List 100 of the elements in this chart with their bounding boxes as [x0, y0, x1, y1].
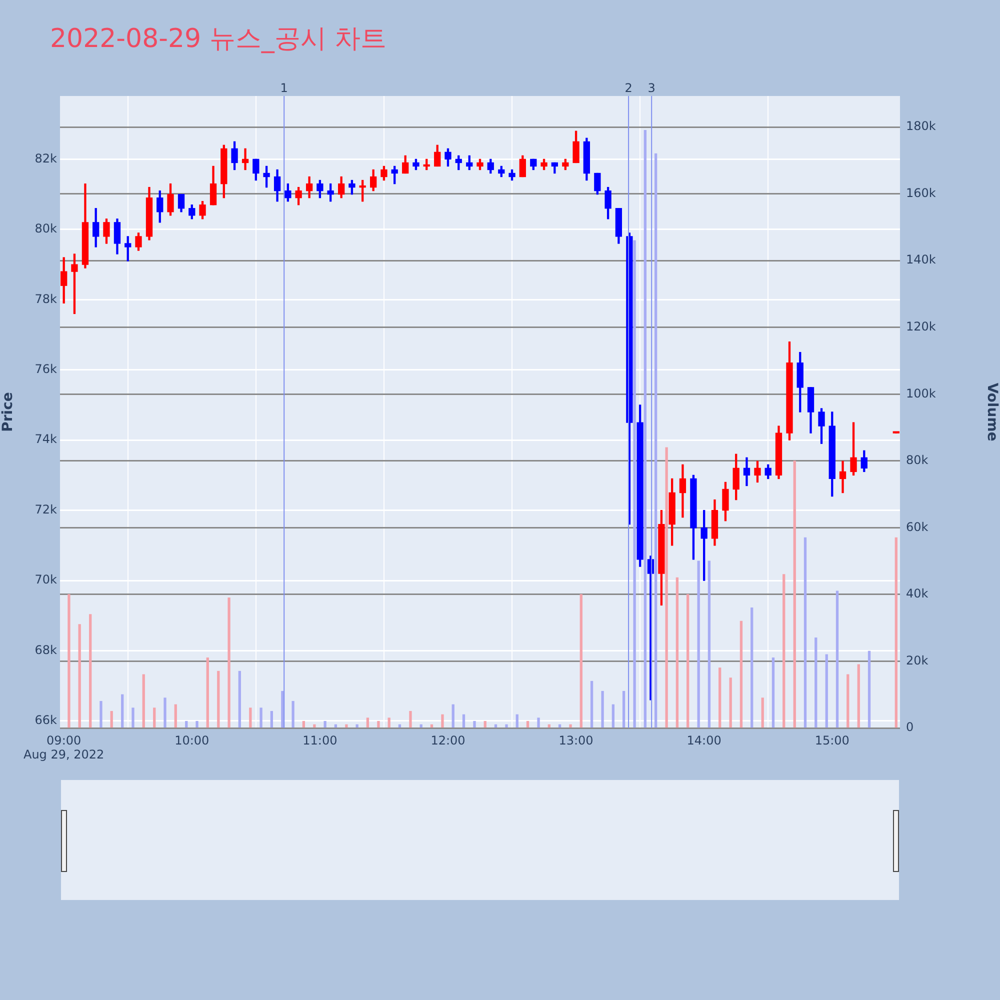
bar — [217, 670, 220, 728]
bar — [409, 710, 412, 728]
bar — [633, 240, 636, 728]
bar — [249, 708, 252, 728]
x-tick-label: 11:00 — [302, 733, 338, 748]
bar — [302, 720, 306, 728]
y-tick-label: 72k — [34, 502, 58, 516]
bar — [292, 700, 294, 728]
bar — [729, 678, 732, 728]
x-tick-label: 09:00 Aug 29, 2022 — [24, 733, 104, 762]
bar — [622, 690, 626, 728]
bar — [718, 668, 722, 728]
bar — [164, 698, 166, 728]
bar — [654, 153, 658, 728]
bar — [473, 720, 476, 728]
x-tick-label: 15:00 — [814, 733, 850, 748]
bar — [452, 704, 454, 728]
bar — [612, 704, 614, 728]
x-tick-label: 12:00 — [430, 733, 466, 748]
y2-tick-label: 100k — [906, 386, 936, 400]
y2-tick-label: 80k — [906, 453, 928, 468]
bar — [153, 708, 156, 728]
y2-axis-title: Volume — [984, 382, 1000, 442]
bar — [537, 718, 540, 728]
bar — [142, 674, 145, 728]
y-tick-label: 74k — [34, 432, 58, 446]
bar — [761, 698, 764, 728]
bar — [377, 720, 380, 728]
bar — [206, 658, 209, 728]
bar — [814, 638, 818, 728]
bar — [110, 710, 113, 728]
bar — [526, 720, 530, 728]
y2-tick-label: 140k — [906, 252, 936, 267]
bar — [462, 714, 466, 728]
y-axis-title: Price — [0, 392, 16, 432]
y-tick-label: 82k — [34, 151, 58, 166]
bar — [324, 720, 326, 728]
bar — [196, 720, 198, 728]
bar — [590, 680, 594, 728]
bar — [644, 130, 647, 728]
bar — [270, 710, 273, 728]
bar — [505, 724, 508, 728]
bar — [185, 720, 188, 728]
annotation: 2 — [624, 81, 632, 96]
bar — [132, 708, 134, 728]
bar — [260, 708, 262, 728]
candlestick — [242, 148, 249, 170]
bar — [750, 607, 754, 728]
y-tick-label: 78k — [34, 292, 58, 306]
y2-tick-label: 60k — [906, 520, 928, 534]
bar — [708, 560, 711, 728]
bar — [894, 537, 898, 728]
bar — [804, 537, 807, 728]
annotation: 1 — [280, 81, 288, 96]
y2-tick-label: 120k — [906, 319, 936, 334]
y2-tick-label: 180k — [906, 119, 936, 134]
bar — [793, 460, 796, 728]
annotation: 3 — [648, 81, 656, 96]
bar — [569, 724, 572, 728]
bar — [857, 664, 860, 728]
y-tick-label: 80k — [34, 222, 58, 236]
chart-title: 2022-08-29 뉴스_공시 차트 — [50, 24, 387, 54]
bar — [441, 714, 444, 728]
bar — [516, 714, 518, 728]
y2-tick-label: 20k — [906, 653, 928, 668]
bar — [601, 690, 604, 728]
bar — [740, 620, 743, 728]
y-tick-label: 68k — [34, 642, 58, 657]
y2-tick-label: 160k — [906, 186, 936, 200]
bar — [388, 718, 390, 728]
bar — [686, 594, 690, 728]
bar — [782, 574, 786, 728]
x-tick-label: 13:00 — [558, 733, 594, 748]
y2-tick-label: 40k — [906, 586, 928, 601]
bar — [68, 594, 70, 728]
y-tick-label: 66k — [34, 713, 58, 728]
bar — [174, 704, 177, 728]
bar — [238, 670, 241, 728]
bar — [697, 560, 700, 728]
bar — [313, 724, 316, 728]
bar — [772, 658, 775, 728]
bar — [366, 718, 370, 728]
bar — [868, 650, 871, 728]
bar — [345, 724, 348, 728]
bar — [121, 694, 124, 728]
bar — [228, 597, 230, 728]
x-tick-label: 14:00 — [686, 733, 722, 748]
y2-tick-label: 0 — [906, 720, 914, 734]
bar — [78, 624, 81, 728]
y-tick-label: 76k — [34, 362, 58, 376]
bar — [100, 700, 102, 728]
bar — [89, 614, 92, 728]
bar — [356, 724, 358, 728]
y-tick-label: 70k — [34, 572, 58, 587]
bar — [665, 447, 668, 728]
bar — [484, 720, 486, 728]
bar — [580, 594, 582, 728]
bar — [825, 654, 828, 728]
bar — [676, 577, 679, 728]
x-tick-label: 10:00 — [174, 733, 210, 748]
